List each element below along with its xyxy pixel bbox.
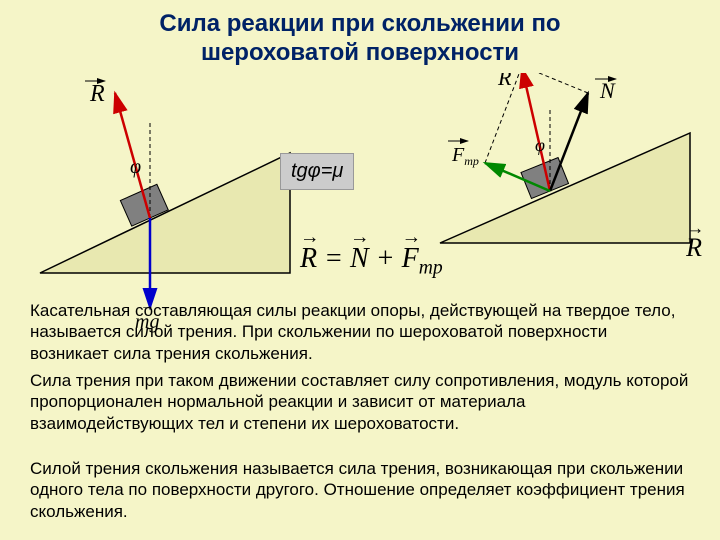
label-R-right: R bbox=[686, 233, 702, 263]
diagrams-area: R φ mg tgφ=μ R = N + Fтр R N Fтр φ R bbox=[0, 73, 720, 303]
svg-text:N: N bbox=[599, 78, 616, 103]
svg-text:R: R bbox=[497, 73, 512, 90]
svg-text:φ: φ bbox=[535, 135, 545, 155]
svg-text:R: R bbox=[89, 81, 105, 107]
svg-text:φ: φ bbox=[130, 156, 141, 178]
paragraph-2: Сила трения при таком движении составляе… bbox=[30, 370, 690, 434]
title-line2: шероховатой поверхности bbox=[20, 39, 700, 68]
formula-tg: tgφ=μ bbox=[280, 153, 354, 190]
diagram-left: R φ bbox=[30, 73, 310, 323]
paragraph-1: Касательная составляющая силы реакции оп… bbox=[30, 300, 690, 364]
svg-text:Fтр: Fтр bbox=[451, 144, 479, 168]
title-line1: Сила реакции при скольжении по bbox=[20, 10, 700, 39]
diagram-right: R N Fтр φ bbox=[430, 73, 710, 283]
paragraph-3: Силой трения скольжения называется сила … bbox=[30, 458, 690, 522]
formula-main: R = N + Fтр bbox=[300, 243, 443, 280]
